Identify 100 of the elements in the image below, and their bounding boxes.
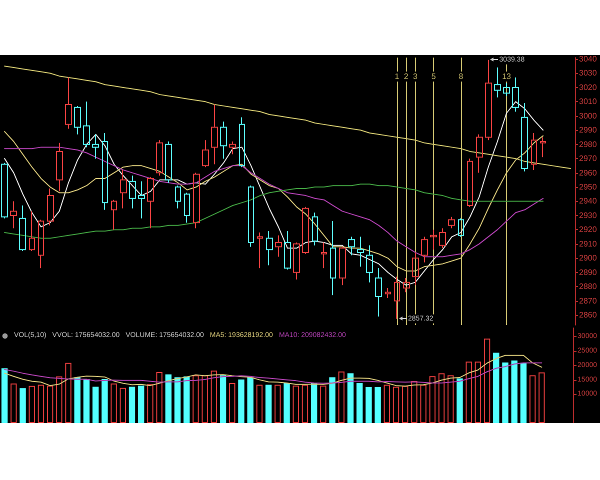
y-tick-label: 3020: [579, 82, 598, 92]
candlestick: [193, 172, 200, 229]
bar: [411, 380, 418, 423]
candlestick: [375, 268, 382, 317]
candlestick: [302, 206, 309, 254]
candlestick: [102, 132, 108, 210]
bar: [292, 386, 299, 423]
bar: [256, 384, 263, 423]
candlestick: [19, 205, 26, 252]
bar: [466, 362, 472, 423]
y-tick-label: 2970: [579, 154, 598, 164]
bar: [210, 370, 218, 423]
y-tick-label: 2940: [579, 196, 598, 206]
candlestick: [284, 230, 291, 270]
bar: [402, 386, 408, 423]
bar: [102, 378, 108, 423]
bar: [484, 338, 490, 423]
y-tick-label: 2860: [579, 310, 598, 320]
candlestick: [175, 185, 181, 209]
candlestick: [111, 199, 117, 230]
candlestick: [339, 246, 346, 286]
candlestick: [385, 288, 391, 298]
y-tick-label: 2890: [579, 268, 598, 277]
bar: [192, 375, 199, 423]
bar: [74, 377, 80, 423]
candlestick: [248, 185, 254, 248]
candlestick: [448, 216, 455, 229]
candlestick: [184, 192, 190, 224]
bar: [448, 375, 454, 423]
y-tick-label: 3030: [579, 68, 598, 78]
candlestick: [1, 162, 8, 219]
candlestick: [202, 140, 209, 168]
candlestick: [430, 229, 437, 250]
candlestick: [156, 140, 163, 176]
bar: [56, 376, 62, 423]
bar: [128, 386, 136, 423]
x-tick-label: 5: [431, 72, 436, 82]
bar: [1, 368, 8, 423]
candlestick: [74, 105, 81, 135]
x-tick-label: 2: [404, 72, 409, 82]
bar: [46, 386, 54, 423]
candlestick: [421, 236, 428, 263]
candlestick: [165, 141, 172, 184]
bar: [165, 374, 172, 423]
bar: [174, 377, 181, 423]
line-series: [4, 101, 544, 286]
bar: [520, 362, 527, 423]
candlestick: [357, 236, 364, 268]
bar: [502, 362, 508, 423]
bar: [310, 382, 318, 423]
bar: [220, 375, 226, 423]
y-tick-label: 2900: [579, 254, 598, 263]
bar: [493, 352, 500, 423]
bar: [265, 384, 272, 423]
candlestick: [220, 121, 227, 160]
candlestick: [83, 101, 90, 148]
y-tick-label: 2910: [579, 239, 598, 248]
candlestick: [485, 59, 492, 141]
bar: [184, 376, 190, 423]
bar: [65, 362, 72, 423]
y-tick-label: 2980: [579, 140, 598, 149]
candlestick: [257, 232, 263, 269]
candlestick: [38, 219, 44, 269]
bar: [329, 377, 336, 423]
candlestick: [412, 252, 419, 286]
line-series: [4, 362, 542, 384]
bar: [429, 376, 436, 423]
candlestick: [439, 228, 446, 249]
bar: [247, 377, 254, 423]
candlestick: [211, 104, 218, 165]
bar: [120, 388, 126, 423]
bar: [338, 371, 344, 423]
bar: [438, 373, 445, 423]
candlestick: [503, 82, 510, 96]
bar: [374, 387, 381, 423]
candlestick: [266, 230, 273, 266]
bar: [511, 360, 518, 423]
candlestick: [348, 236, 355, 256]
bar: [456, 378, 463, 423]
bar: [28, 386, 35, 423]
candlestick: [403, 278, 410, 293]
candlestick: [147, 176, 154, 229]
x-tick-label: 3: [413, 72, 418, 82]
bar: [238, 380, 244, 423]
y-tick-label: 2930: [579, 210, 598, 220]
x-tick-label: 1: [394, 72, 400, 82]
candlestick: [120, 169, 127, 209]
y-tick-label: 3010: [579, 97, 598, 106]
bar: [156, 372, 162, 423]
bar: [202, 375, 208, 423]
candlestick: [239, 116, 245, 168]
candlestick: [92, 134, 99, 160]
candlestick: [458, 218, 464, 238]
bar: [147, 384, 154, 423]
candlestick: [312, 212, 318, 246]
y-tick-label: 3040: [579, 54, 598, 64]
candlestick: [476, 134, 483, 174]
bar: [474, 362, 482, 423]
candlestick: [29, 210, 35, 252]
bar: [302, 384, 308, 423]
